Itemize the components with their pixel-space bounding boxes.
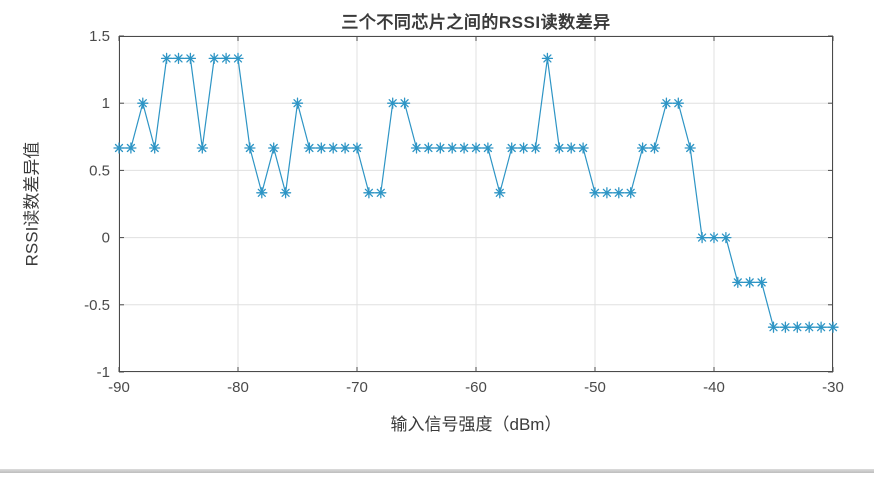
data-marker (494, 187, 506, 199)
data-marker (755, 276, 768, 289)
y-tick-label: 0.5 (89, 162, 110, 179)
y-tick-label: 0 (102, 230, 110, 247)
data-marker (613, 187, 625, 199)
data-marker (482, 142, 494, 154)
data-marker (256, 187, 268, 199)
data-marker (398, 97, 411, 109)
data-marker (363, 187, 375, 199)
data-marker (506, 142, 518, 154)
data-marker (375, 187, 387, 199)
data-marker (434, 142, 446, 154)
data-marker (744, 276, 756, 289)
data-marker (208, 52, 220, 65)
data-marker (458, 142, 470, 154)
x-tick-label: -80 (227, 379, 249, 396)
y-tick-label: 1 (102, 95, 110, 112)
data-marker (422, 142, 435, 154)
data-marker (803, 321, 815, 333)
data-marker (137, 97, 149, 109)
x-tick-label: -60 (465, 379, 487, 396)
data-marker (172, 52, 185, 65)
data-marker (315, 142, 327, 154)
x-tick-label: -50 (584, 379, 606, 396)
data-marker (660, 97, 673, 109)
x-tick-label: -70 (346, 379, 368, 396)
data-marker (696, 231, 708, 244)
data-marker (410, 142, 423, 154)
data-marker (589, 187, 601, 199)
data-marker (184, 52, 197, 65)
data-marker (565, 142, 577, 154)
data-marker (303, 142, 316, 154)
data-marker (339, 142, 351, 154)
x-tick-label: -40 (703, 379, 725, 396)
data-marker (244, 142, 256, 154)
data-marker (625, 187, 637, 199)
data-marker (351, 142, 363, 154)
window-bottom-edge (0, 469, 874, 473)
data-marker (827, 321, 839, 333)
data-marker (815, 321, 827, 333)
data-marker (113, 142, 125, 154)
data-marker (577, 142, 589, 154)
data-marker (268, 142, 280, 154)
data-marker (767, 321, 780, 333)
data-marker (791, 321, 803, 333)
data-marker (160, 52, 173, 65)
data-marker (387, 97, 399, 109)
data-marker (553, 142, 565, 154)
data-marker (196, 142, 208, 154)
data-marker (541, 52, 554, 65)
data-marker (149, 142, 161, 154)
data-marker (529, 142, 542, 154)
y-axis-label-text: RSSI读数差异值 (22, 141, 42, 267)
data-marker (648, 142, 661, 154)
data-marker (291, 97, 304, 109)
data-marker (220, 52, 232, 65)
data-marker (517, 142, 530, 154)
data-marker (720, 231, 732, 244)
data-marker (470, 142, 482, 154)
data-marker (232, 52, 244, 65)
data-marker (636, 142, 649, 154)
data-marker (684, 142, 696, 154)
data-marker (327, 142, 339, 154)
plot-area: -90 -80 -70 -60 -50 -40 -30 1.5 1 0.5 0 -0.5 -1 (84, 28, 844, 396)
data-marker (732, 276, 744, 289)
x-tick-label: -30 (822, 379, 844, 396)
data-marker (708, 231, 720, 244)
x-tick-label: -90 (108, 379, 130, 396)
data-marker (601, 187, 613, 199)
y-tick-label: -1 (97, 364, 110, 381)
y-tick-label: 1.5 (89, 28, 110, 45)
x-axis-label: 输入信号强度（dBm） (390, 415, 562, 434)
data-marker (279, 187, 292, 199)
data-marker (779, 321, 792, 333)
data-marker (672, 97, 684, 109)
data-marker (446, 142, 458, 154)
data-marker (125, 142, 137, 154)
y-tick-label: -0.5 (84, 297, 110, 314)
chart-title: 三个不同芯片之间的RSSI读数差异 (341, 13, 611, 32)
